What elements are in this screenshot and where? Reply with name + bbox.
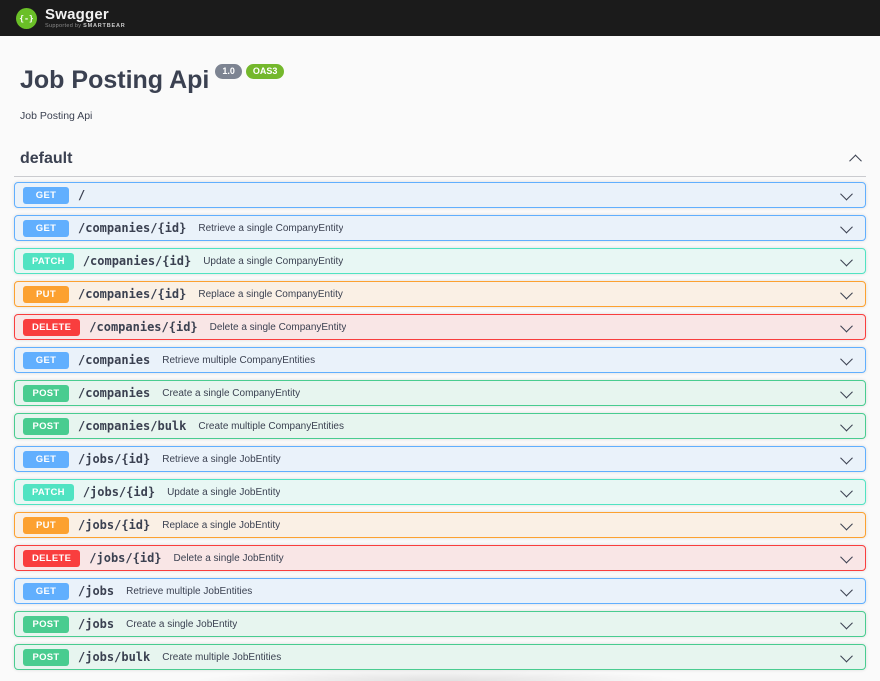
operation-summary: Create multiple JobEntities — [162, 651, 282, 663]
chevron-up-icon[interactable] — [849, 154, 862, 167]
chevron-down-icon[interactable] — [840, 253, 853, 266]
chevron-down-icon[interactable] — [840, 583, 853, 596]
swagger-logo-icon: {-} — [16, 7, 37, 29]
operation-row[interactable]: POST /companies Create a single CompanyE… — [14, 380, 866, 406]
brand-name: Swagger — [45, 5, 109, 23]
brand[interactable]: Swagger Supported by SMARTBEAR — [45, 7, 126, 30]
method-badge[interactable]: POST — [23, 648, 69, 666]
operation-row[interactable]: PUT /jobs/{id} Replace a single JobEntit… — [14, 512, 866, 538]
operation-summary: Update a single CompanyEntity — [203, 255, 344, 267]
operation-summary: Retrieve multiple JobEntities — [126, 585, 253, 597]
operation-summary: Create a single JobEntity — [126, 618, 238, 630]
operation-path: /jobs/{id} — [78, 518, 151, 532]
method-badge[interactable]: PUT — [23, 285, 69, 303]
operation-summary: Retrieve multiple CompanyEntities — [162, 354, 316, 366]
method-badge[interactable]: GET — [23, 219, 69, 237]
method-badge[interactable]: PATCH — [23, 483, 74, 501]
method-badge[interactable]: POST — [23, 615, 69, 633]
version-badge: 1.0 — [215, 64, 242, 79]
method-badge[interactable]: GET — [23, 450, 69, 468]
chevron-down-icon[interactable] — [840, 319, 853, 332]
oas-badge: OAS3 — [245, 64, 285, 79]
operation-row[interactable]: DELETE /companies/{id} Delete a single C… — [14, 314, 866, 340]
chevron-down-icon[interactable] — [840, 187, 853, 200]
method-badge[interactable]: DELETE — [23, 318, 81, 336]
chevron-down-icon[interactable] — [840, 517, 853, 530]
tag-section-title: default — [20, 150, 73, 167]
chevron-down-icon[interactable] — [840, 286, 853, 299]
window-bottom-shadow — [190, 669, 690, 681]
page-title: Job Posting Api — [20, 66, 210, 94]
operation-path: /companies — [78, 353, 151, 367]
chevron-down-icon[interactable] — [840, 616, 853, 629]
chevron-down-icon[interactable] — [840, 484, 853, 497]
operation-path: /jobs/{id} — [82, 485, 156, 499]
operation-path: /jobs/{id} — [89, 551, 162, 565]
method-badge[interactable]: GET — [23, 582, 69, 600]
method-badge[interactable]: GET — [23, 351, 69, 369]
chevron-down-icon[interactable] — [840, 649, 853, 662]
operation-summary: Create multiple CompanyEntities — [198, 420, 344, 432]
method-badge[interactable]: PUT — [23, 516, 69, 534]
operation-row[interactable]: GET /jobs/{id} Retrieve a single JobEnti… — [14, 446, 866, 472]
operation-summary: Retrieve a single JobEntity — [162, 453, 281, 465]
operation-row[interactable]: POST /jobs Create a single JobEntity — [14, 611, 866, 637]
operation-path: /companies/bulk — [78, 419, 187, 433]
api-description: Job Posting Api — [20, 110, 93, 122]
operation-path: /jobs — [78, 584, 115, 598]
sponsor-label: SMARTBEAR — [83, 22, 126, 29]
operation-path: /companies/{id} — [82, 254, 192, 268]
chevron-down-icon[interactable] — [840, 352, 853, 365]
method-badge[interactable]: PATCH — [23, 252, 74, 270]
operation-row[interactable]: GET /jobs Retrieve multiple JobEntities — [14, 578, 866, 604]
chevron-down-icon[interactable] — [840, 385, 853, 398]
operation-row[interactable]: PUT /companies/{id} Replace a single Com… — [14, 281, 866, 307]
operation-row[interactable]: DELETE /jobs/{id} Delete a single JobEnt… — [14, 545, 866, 571]
operation-row[interactable]: POST /jobs/bulk Create multiple JobEntit… — [14, 644, 866, 670]
operation-row[interactable]: POST /companies/bulk Create multiple Com… — [14, 413, 866, 439]
operation-row[interactable]: PATCH /companies/{id} Update a single Co… — [14, 248, 866, 274]
method-badge[interactable]: GET — [23, 186, 69, 204]
operation-summary: Create a single CompanyEntity — [162, 387, 301, 399]
operation-path: /companies — [78, 386, 151, 400]
api-info: Job Posting Api 1.0 OAS3 Job Posting Api — [0, 36, 880, 122]
method-badge[interactable]: POST — [23, 384, 69, 402]
operation-path: /jobs/bulk — [78, 650, 151, 664]
operations-list: GET / GET /companies/{id} Retrieve a sin… — [0, 177, 880, 670]
operation-path: /companies/{id} — [78, 221, 187, 235]
tag-section-header[interactable]: default — [14, 150, 866, 177]
operation-summary: Replace a single JobEntity — [162, 519, 281, 531]
operation-path: /companies/{id} — [78, 287, 187, 301]
method-badge[interactable]: DELETE — [23, 549, 81, 567]
method-badge[interactable]: POST — [23, 417, 69, 435]
operation-path: /companies/{id} — [89, 320, 198, 334]
operation-summary: Retrieve a single CompanyEntity — [198, 222, 344, 234]
supported-by-label: Supported by — [45, 22, 82, 29]
brand-sub: Supported by SMARTBEAR — [45, 22, 126, 30]
title-badges: 1.0 OAS3 — [215, 64, 285, 79]
operation-summary: Delete a single CompanyEntity — [209, 321, 347, 333]
operation-row[interactable]: PATCH /jobs/{id} Update a single JobEnti… — [14, 479, 866, 505]
operation-path: /jobs — [78, 617, 115, 631]
operation-row[interactable]: GET /companies/{id} Retrieve a single Co… — [14, 215, 866, 241]
operation-summary: Replace a single CompanyEntity — [198, 288, 343, 300]
chevron-down-icon[interactable] — [840, 451, 853, 464]
operation-summary: Update a single JobEntity — [167, 486, 281, 498]
topbar: {-} Swagger Supported by SMARTBEAR — [0, 0, 880, 36]
operation-path: / — [78, 188, 86, 202]
operation-summary: Delete a single JobEntity — [173, 552, 284, 564]
operation-row[interactable]: GET / — [14, 182, 866, 208]
operation-row[interactable]: GET /companies Retrieve multiple Company… — [14, 347, 866, 373]
chevron-down-icon[interactable] — [840, 550, 853, 563]
chevron-down-icon[interactable] — [840, 418, 853, 431]
operation-path: /jobs/{id} — [78, 452, 151, 466]
chevron-down-icon[interactable] — [840, 220, 853, 233]
